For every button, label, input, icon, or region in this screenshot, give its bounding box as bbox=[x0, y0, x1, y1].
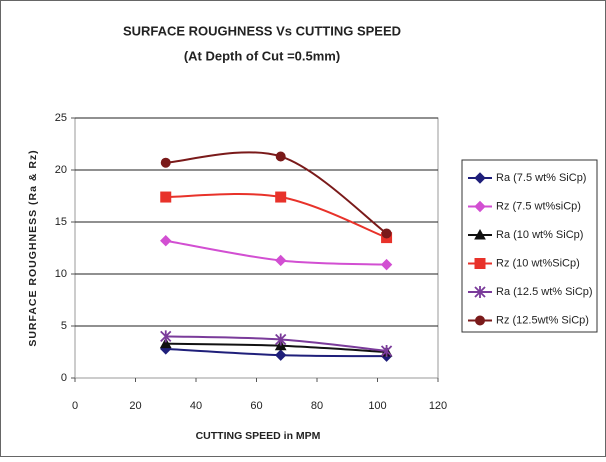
x-axis-label: CUTTING SPEED in MPM bbox=[196, 430, 321, 442]
legend-marker bbox=[474, 286, 486, 298]
legend-marker bbox=[474, 258, 486, 269]
legend-label: Rz (12.5wt% SiCp) bbox=[496, 314, 589, 326]
y-tick-label: 15 bbox=[55, 216, 67, 228]
y-axis-label: SURFACE ROUGHNESS (Ra & Rz) bbox=[27, 149, 39, 346]
point bbox=[160, 330, 172, 343]
legend-label: Ra (12.5 wt% SiCp) bbox=[496, 286, 593, 298]
point bbox=[159, 337, 172, 349]
y-tick-label: 25 bbox=[55, 112, 67, 124]
y-tick-label: 20 bbox=[55, 164, 67, 176]
legend bbox=[461, 159, 598, 333]
x-tick-label: 100 bbox=[368, 400, 386, 412]
legend-marker bbox=[475, 315, 485, 326]
legend-label: Ra (10 wt% SiCp) bbox=[496, 229, 583, 241]
y-tick-label: 0 bbox=[61, 372, 67, 384]
x-tick-label: 60 bbox=[250, 400, 262, 412]
point bbox=[160, 191, 172, 203]
legend-label: Ra (7.5 wt% SiCp) bbox=[496, 172, 586, 184]
legend-label: Rz (10 wt%SiCp) bbox=[496, 257, 580, 269]
y-tick-label: 5 bbox=[61, 320, 67, 332]
x-tick-label: 120 bbox=[429, 400, 447, 412]
point bbox=[275, 191, 287, 203]
x-tick-label: 0 bbox=[72, 400, 78, 412]
point bbox=[274, 349, 287, 361]
legend-label: Rz (7.5 wt%siCp) bbox=[496, 200, 581, 212]
legend-marker bbox=[474, 172, 486, 184]
legend-marker bbox=[474, 228, 486, 240]
legend-marker bbox=[474, 200, 486, 213]
point bbox=[380, 344, 393, 357]
point bbox=[274, 254, 287, 267]
x-tick-label: 80 bbox=[311, 400, 323, 412]
chart-subtitle: (At Depth of Cut =0.5mm) bbox=[184, 48, 340, 63]
point bbox=[275, 151, 286, 162]
point bbox=[160, 235, 172, 247]
point bbox=[381, 228, 392, 239]
x-tick-label: 40 bbox=[190, 400, 202, 412]
point bbox=[160, 157, 171, 168]
chart-title: SURFACE ROUGHNESS Vs CUTTING SPEED bbox=[123, 23, 401, 38]
point bbox=[380, 258, 393, 271]
x-tick-label: 20 bbox=[129, 400, 141, 412]
point bbox=[275, 333, 287, 346]
y-tick-label: 10 bbox=[55, 268, 67, 280]
